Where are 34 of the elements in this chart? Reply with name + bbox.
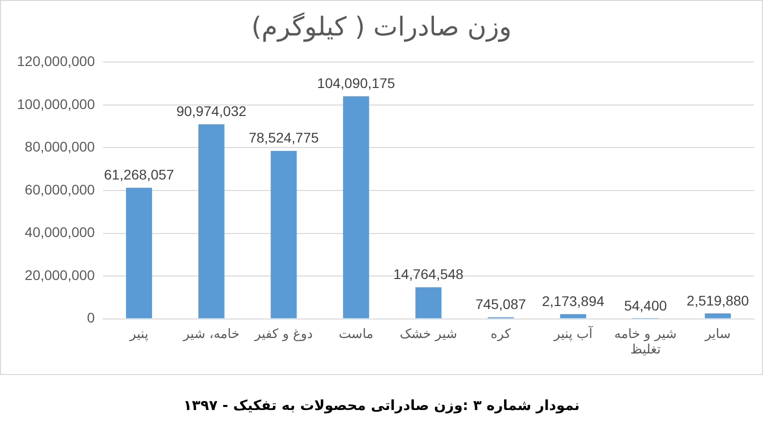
y-tick-label: 120,000,000 <box>16 53 96 70</box>
y-tick-label: 0 <box>87 310 96 326</box>
y-tick-label: 80,000,000 <box>24 138 96 155</box>
bar <box>126 188 152 318</box>
bar <box>560 314 586 318</box>
data-label: 61,268,057 <box>104 166 174 183</box>
x-tick-label: دوغ و کفیر <box>254 326 314 342</box>
data-label: 104,090,175 <box>317 75 396 92</box>
bar <box>343 96 370 318</box>
x-tick-label: ماست <box>338 326 374 342</box>
data-label: 2,173,894 <box>542 293 604 310</box>
x-tick-label: سایر <box>704 326 731 342</box>
data-label: 14,764,548 <box>393 266 464 282</box>
text: نمودار شماره ۳ :وزن صادراتی محصولات به تفکیک - ۱۳۹۷ <box>182 398 581 414</box>
data-label: 78,524,775 <box>248 130 319 146</box>
data-label: 2,519,880 <box>686 292 750 308</box>
chart-title: وزن صادرات ( کیلوگرم) <box>251 11 512 42</box>
bar <box>270 150 297 318</box>
y-tick-label: 40,000,000 <box>24 224 96 240</box>
bar <box>198 124 224 318</box>
y-tick-label: 20,000,000 <box>24 266 96 283</box>
x-tick-label: پنیر <box>128 326 149 342</box>
x-tick-label: شیر خشک <box>400 326 458 342</box>
data-label: 54,400 <box>624 298 668 314</box>
x-tick-label: خامه، شیر <box>182 326 240 342</box>
x-tick-label: شیر و خامه تغلیظ <box>614 326 677 358</box>
y-tick-label: 100,000,000 <box>16 96 96 112</box>
x-tick-label: کره <box>490 326 512 342</box>
data-label: 90,974,032 <box>176 103 247 120</box>
data-label: 745,087 <box>475 296 526 312</box>
bar <box>704 313 731 318</box>
bar <box>415 287 442 318</box>
x-tick-label: آب پنیر <box>552 324 594 342</box>
y-tick-label: 60,000,000 <box>24 181 96 198</box>
